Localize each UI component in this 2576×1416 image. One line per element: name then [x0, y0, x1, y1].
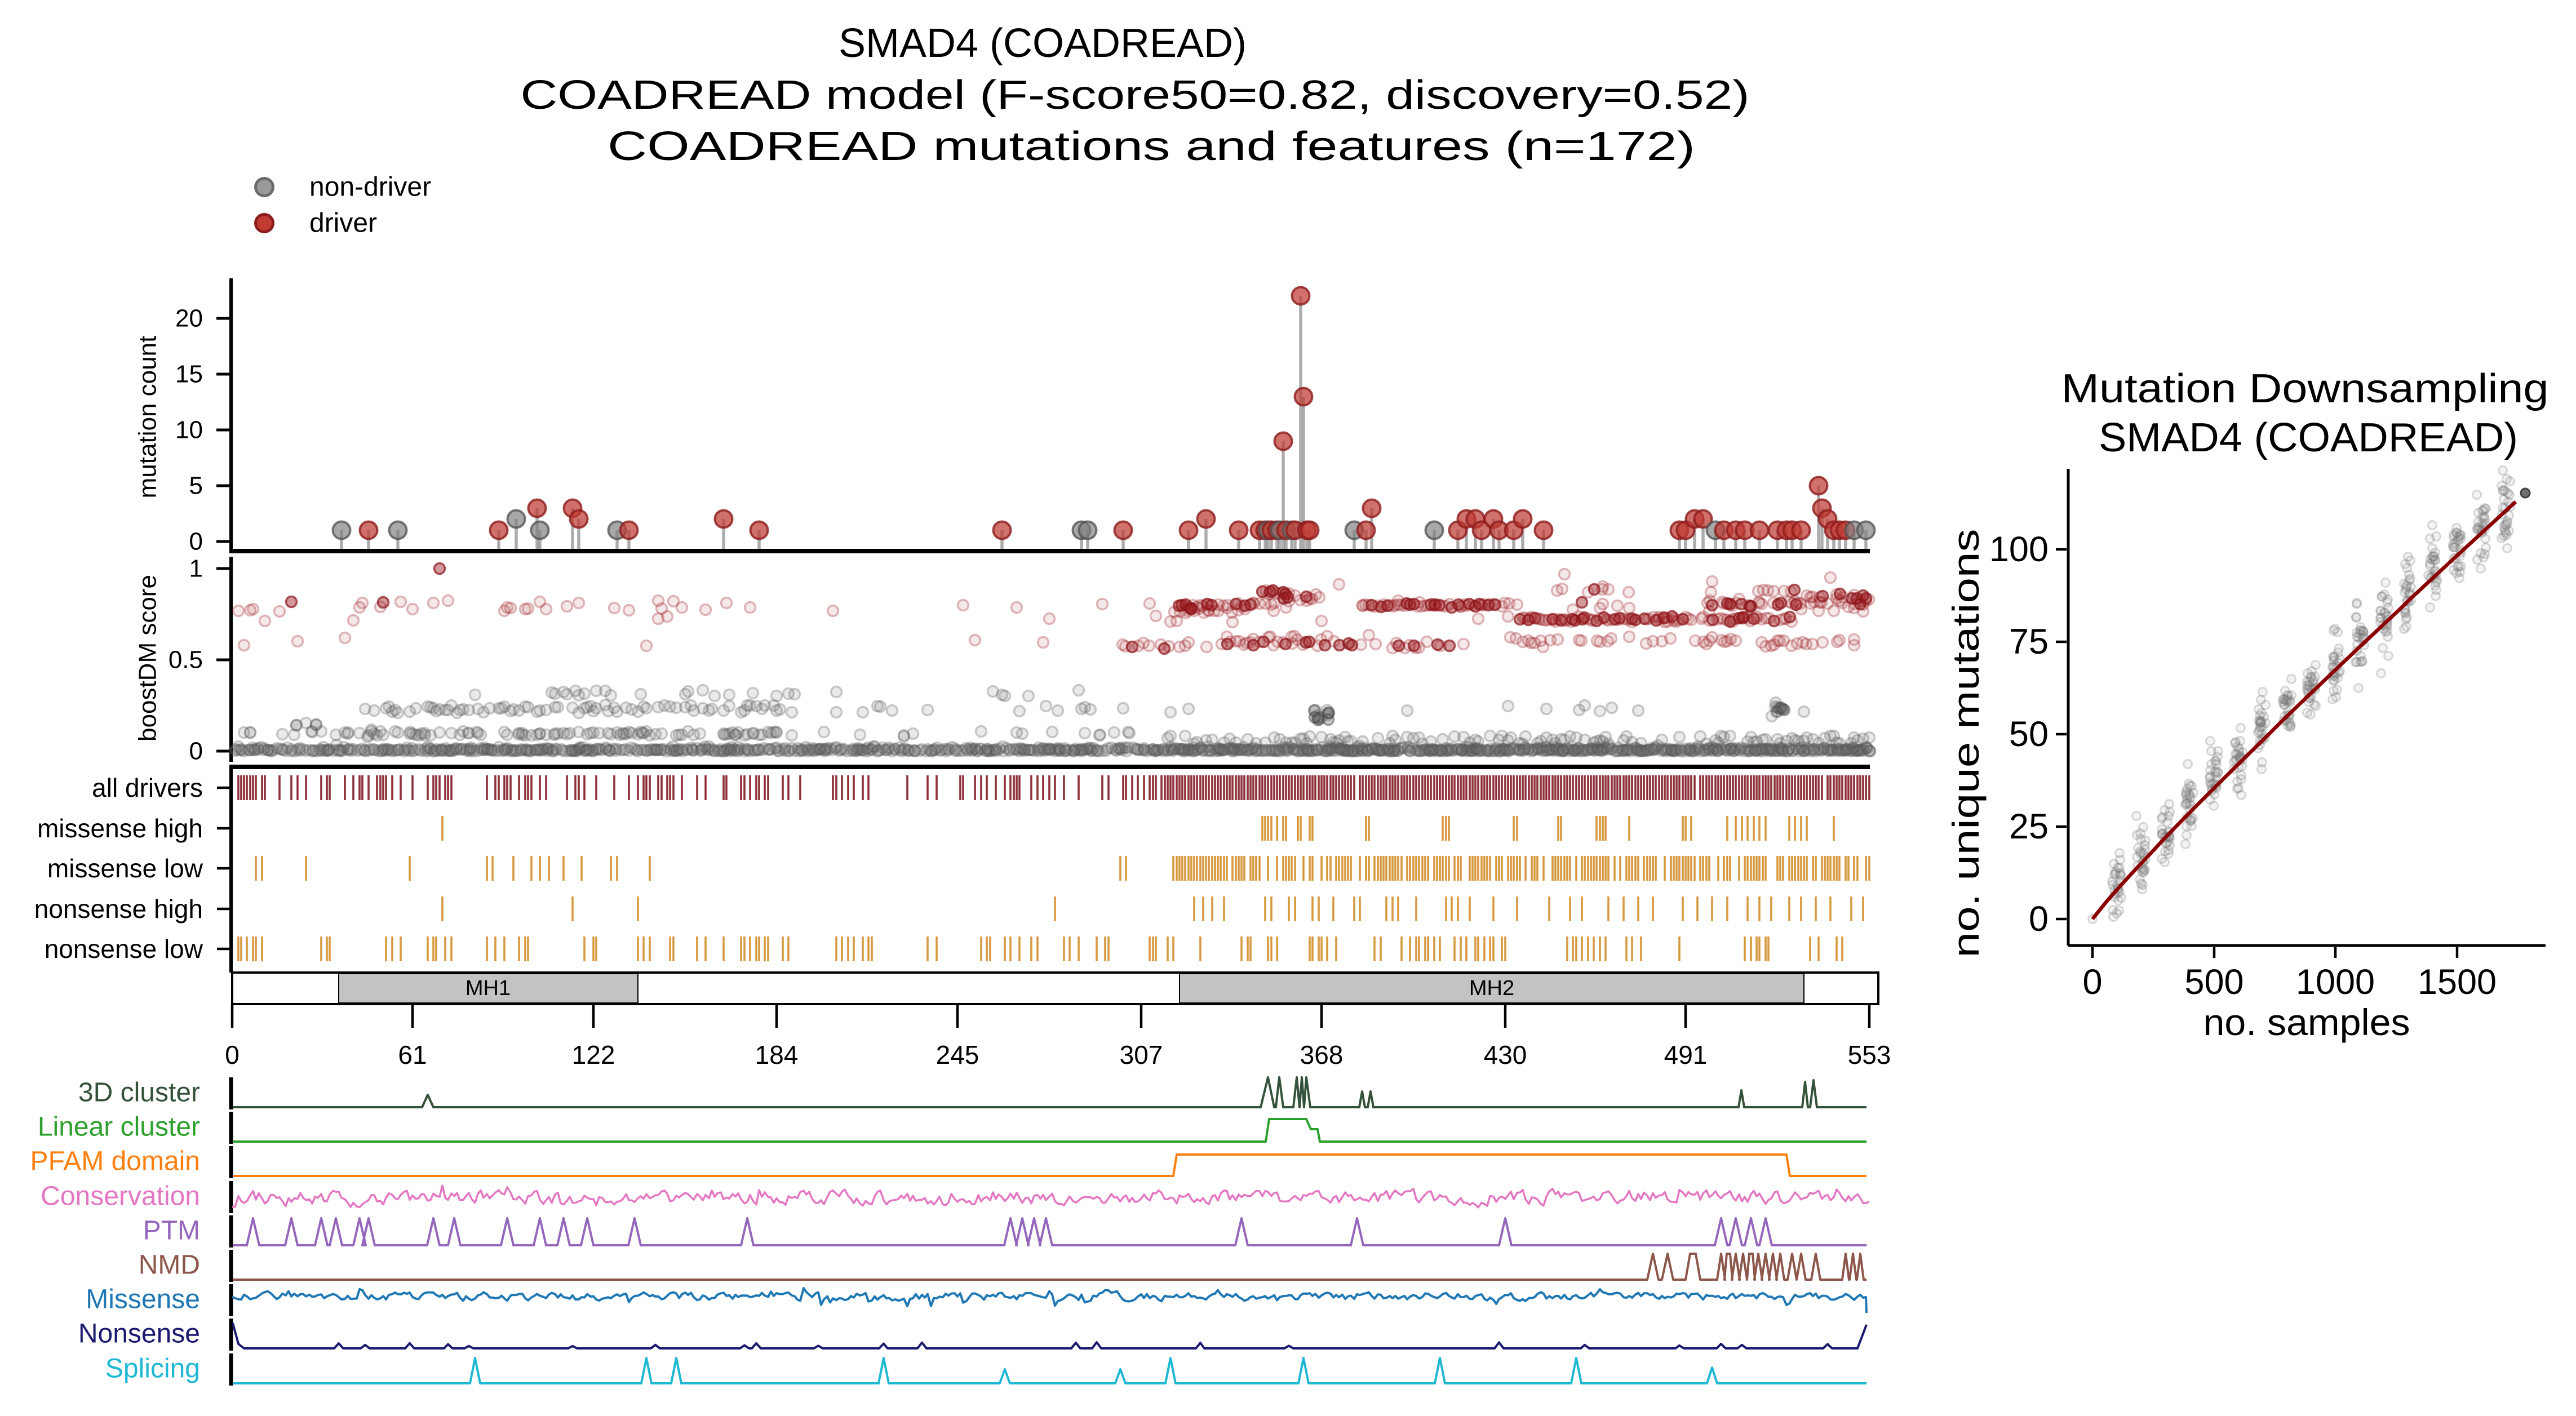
svg-text:Conservation: Conservation [41, 1182, 200, 1211]
svg-text:PFAM domain: PFAM domain [30, 1147, 200, 1177]
svg-text:0: 0 [189, 738, 203, 765]
svg-text:boostDM score: boostDM score [134, 575, 162, 742]
svg-text:no. samples: no. samples [2203, 1001, 2410, 1043]
svg-text:10: 10 [175, 416, 203, 444]
svg-text:0: 0 [2082, 962, 2102, 1002]
svg-text:Missense: Missense [86, 1285, 200, 1315]
svg-text:0.5: 0.5 [169, 646, 203, 674]
svg-text:307: 307 [1120, 1040, 1163, 1069]
svg-text:COADREAD model (F-score50=0.82: COADREAD model (F-score50=0.82, discover… [521, 73, 1750, 118]
svg-text:430: 430 [1484, 1040, 1527, 1069]
svg-text:Linear cluster: Linear cluster [38, 1112, 200, 1142]
svg-text:50: 50 [2009, 714, 2049, 754]
svg-text:COADREAD mutations and feature: COADREAD mutations and features (n=172) [608, 124, 1695, 169]
svg-text:25: 25 [2009, 807, 2049, 846]
svg-text:SMAD4 (COADREAD): SMAD4 (COADREAD) [2099, 415, 2518, 460]
svg-text:1000: 1000 [2296, 962, 2375, 1002]
svg-text:0: 0 [225, 1040, 240, 1069]
svg-text:100: 100 [1989, 530, 2049, 569]
svg-text:0: 0 [2029, 899, 2049, 939]
svg-text:driver: driver [309, 208, 377, 238]
svg-text:SMAD4 (COADREAD): SMAD4 (COADREAD) [839, 21, 1247, 66]
svg-text:1: 1 [189, 555, 203, 583]
svg-text:500: 500 [2184, 962, 2244, 1002]
svg-text:0: 0 [189, 528, 203, 556]
svg-text:Nonsense: Nonsense [78, 1319, 200, 1349]
svg-text:nonsense high: nonsense high [34, 894, 203, 924]
svg-text:553: 553 [1848, 1040, 1891, 1069]
svg-text:Splicing: Splicing [105, 1354, 200, 1384]
svg-text:Mutation Downsampling: Mutation Downsampling [2061, 366, 2549, 411]
svg-text:mutation count: mutation count [134, 336, 162, 499]
svg-text:missense low: missense low [47, 854, 203, 883]
svg-text:1500: 1500 [2418, 962, 2497, 1002]
svg-text:245: 245 [936, 1040, 979, 1069]
svg-text:3D cluster: 3D cluster [78, 1078, 200, 1108]
svg-text:MH2: MH2 [1469, 976, 1514, 1000]
svg-text:184: 184 [755, 1040, 799, 1069]
svg-text:NMD: NMD [139, 1250, 200, 1280]
svg-text:MH1: MH1 [465, 976, 511, 1000]
svg-text:368: 368 [1300, 1040, 1344, 1069]
svg-text:all drivers: all drivers [92, 773, 203, 802]
svg-text:122: 122 [572, 1040, 615, 1069]
svg-text:61: 61 [398, 1040, 427, 1069]
svg-text:no. unique mutations: no. unique mutations [1945, 529, 1987, 958]
svg-text:75: 75 [2009, 622, 2049, 662]
svg-text:20: 20 [175, 305, 203, 332]
svg-text:missense high: missense high [37, 814, 203, 843]
svg-text:nonsense low: nonsense low [45, 934, 203, 964]
svg-text:non-driver: non-driver [309, 172, 431, 202]
svg-text:15: 15 [175, 361, 203, 388]
svg-text:5: 5 [189, 472, 203, 500]
svg-text:PTM: PTM [143, 1216, 200, 1246]
svg-text:491: 491 [1664, 1040, 1708, 1069]
